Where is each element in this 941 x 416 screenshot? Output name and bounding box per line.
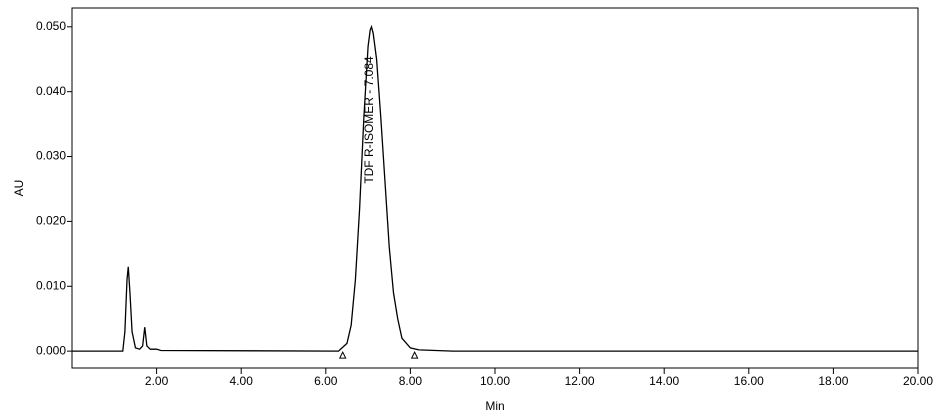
y-tick-label: 0.030 [36,149,66,163]
peak-label: TDF R-ISOMER - 7.084 [362,56,376,184]
x-tick-label: 16.00 [734,374,764,388]
y-axis-label: AU [12,180,26,197]
trace [72,24,918,352]
x-tick-label: 18.00 [818,374,848,388]
plot-frame [71,7,919,369]
y-tick-label: 0.050 [36,19,66,33]
y-tick-label: 0.010 [36,278,66,292]
integration-mark [410,351,419,359]
x-tick-label: 20.00 [903,374,933,388]
y-tick-label: 0.040 [36,84,66,98]
y-tick-label: 0.000 [36,343,66,357]
x-tick-label: 12.00 [565,374,595,388]
x-tick-label: 8.00 [399,374,423,388]
integration-mark [338,351,347,359]
x-axis-label: Min [485,399,504,413]
x-tick-label: 10.00 [480,374,510,388]
x-tick-label: 14.00 [649,374,679,388]
x-tick-label: 6.00 [314,374,338,388]
x-tick-label: 4.00 [230,374,254,388]
x-tick-label: 2.00 [145,374,169,388]
y-tick-label: 0.020 [36,214,66,228]
